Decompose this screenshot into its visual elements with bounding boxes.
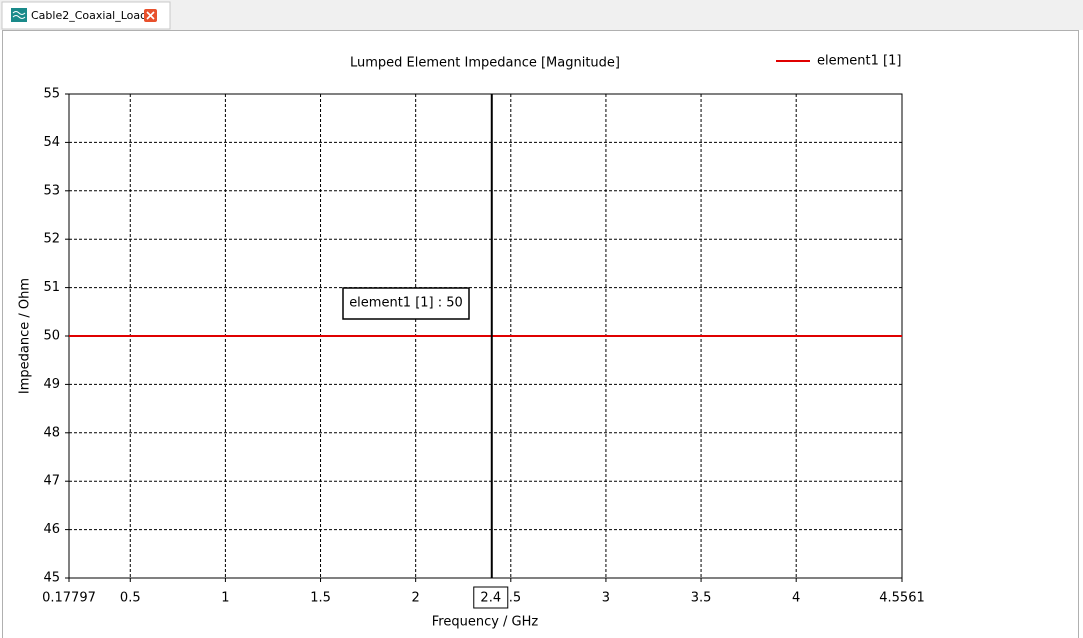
y-tick-label: 47 [43,474,60,489]
x-tick-label: 0.5 [120,591,141,606]
tab[interactable] [1,1,171,30]
tab-icon-waves [12,11,26,19]
x-tick-label: 1 [221,591,229,606]
y-tick-label: 46 [43,522,60,537]
x-tick-label: 3 [602,591,610,606]
y-axis-label: Impedance / Ohm [18,278,33,394]
x-tick-label: 4.5561 [879,591,925,606]
marker-x-box [473,586,509,609]
chart-title: Lumped Element Impedance [Magnitude] [350,56,620,71]
tab-close-x [146,11,155,20]
x-tick-label: 3.5 [691,591,712,606]
y-tick-label: 50 [43,329,60,344]
x-tick-label: 0.17797 [42,591,96,606]
y-tick-label: 52 [43,232,60,247]
x-tick-label: 4 [792,591,800,606]
x-tick-label: 2 [412,591,420,606]
y-tick-label: 54 [43,135,60,150]
y-tick-label: 49 [43,377,60,392]
tab-bar [0,0,1083,30]
tab-icon [11,8,27,22]
marker-x-label: 2.4 [480,591,501,606]
tab-title: Cable2_Coaxial_Load* [31,9,153,22]
y-tick-label: 53 [43,183,60,198]
x-tick-label: 1.5 [310,591,331,606]
legend-label: element1 [1] [817,54,901,69]
y-tick-label: 45 [43,571,60,586]
marker-annotation-box [342,287,470,320]
y-tick-label: 48 [43,425,60,440]
x-axis-label: Frequency / GHz [432,615,539,630]
y-tick-label: 55 [43,87,60,102]
y-tick-label: 51 [43,280,60,295]
marker-annotation: element1 [1] : 50 [349,296,463,311]
